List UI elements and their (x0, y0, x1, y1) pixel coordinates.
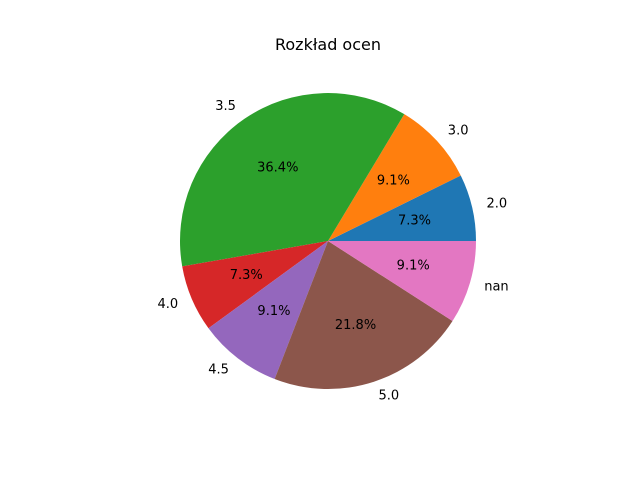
slice-category-label: 5.0 (379, 388, 400, 403)
slice-category-label: 3.5 (215, 99, 236, 114)
slice-percent-label: 21.8% (335, 318, 376, 333)
slice-percent-label: 36.4% (257, 160, 298, 175)
slice-percent-label: 9.1% (377, 173, 410, 188)
slice-category-label: 4.5 (208, 363, 229, 378)
pie-slice-2-0 (328, 175, 476, 241)
slice-category-label: 2.0 (487, 197, 508, 212)
pie-slice-4-5 (208, 241, 328, 380)
pie-slice-3-0 (328, 114, 461, 241)
slice-category-label: 4.0 (157, 297, 178, 312)
slice-percent-label: 9.1% (257, 304, 290, 319)
slice-percent-label: 7.3% (230, 268, 263, 283)
slice-percent-label: 9.1% (397, 259, 430, 274)
pie-slice-nan (328, 241, 476, 322)
slice-category-label: nan (484, 279, 508, 294)
pie-slice-3-5 (180, 93, 405, 267)
pie-slices (180, 93, 476, 390)
slice-category-label: 3.0 (448, 123, 469, 138)
pie-slice-5-0 (274, 241, 453, 390)
pie-labels: 7.3% 2.0 9.1% 3.0 36.4% 3.5 7.3% 4.0 9.1% 4.5 21.8… (157, 99, 508, 403)
pie-slice-4-0 (182, 241, 328, 329)
slice-percent-label: 7.3% (398, 213, 431, 228)
chart-title: Rozkład ocen (275, 35, 381, 54)
